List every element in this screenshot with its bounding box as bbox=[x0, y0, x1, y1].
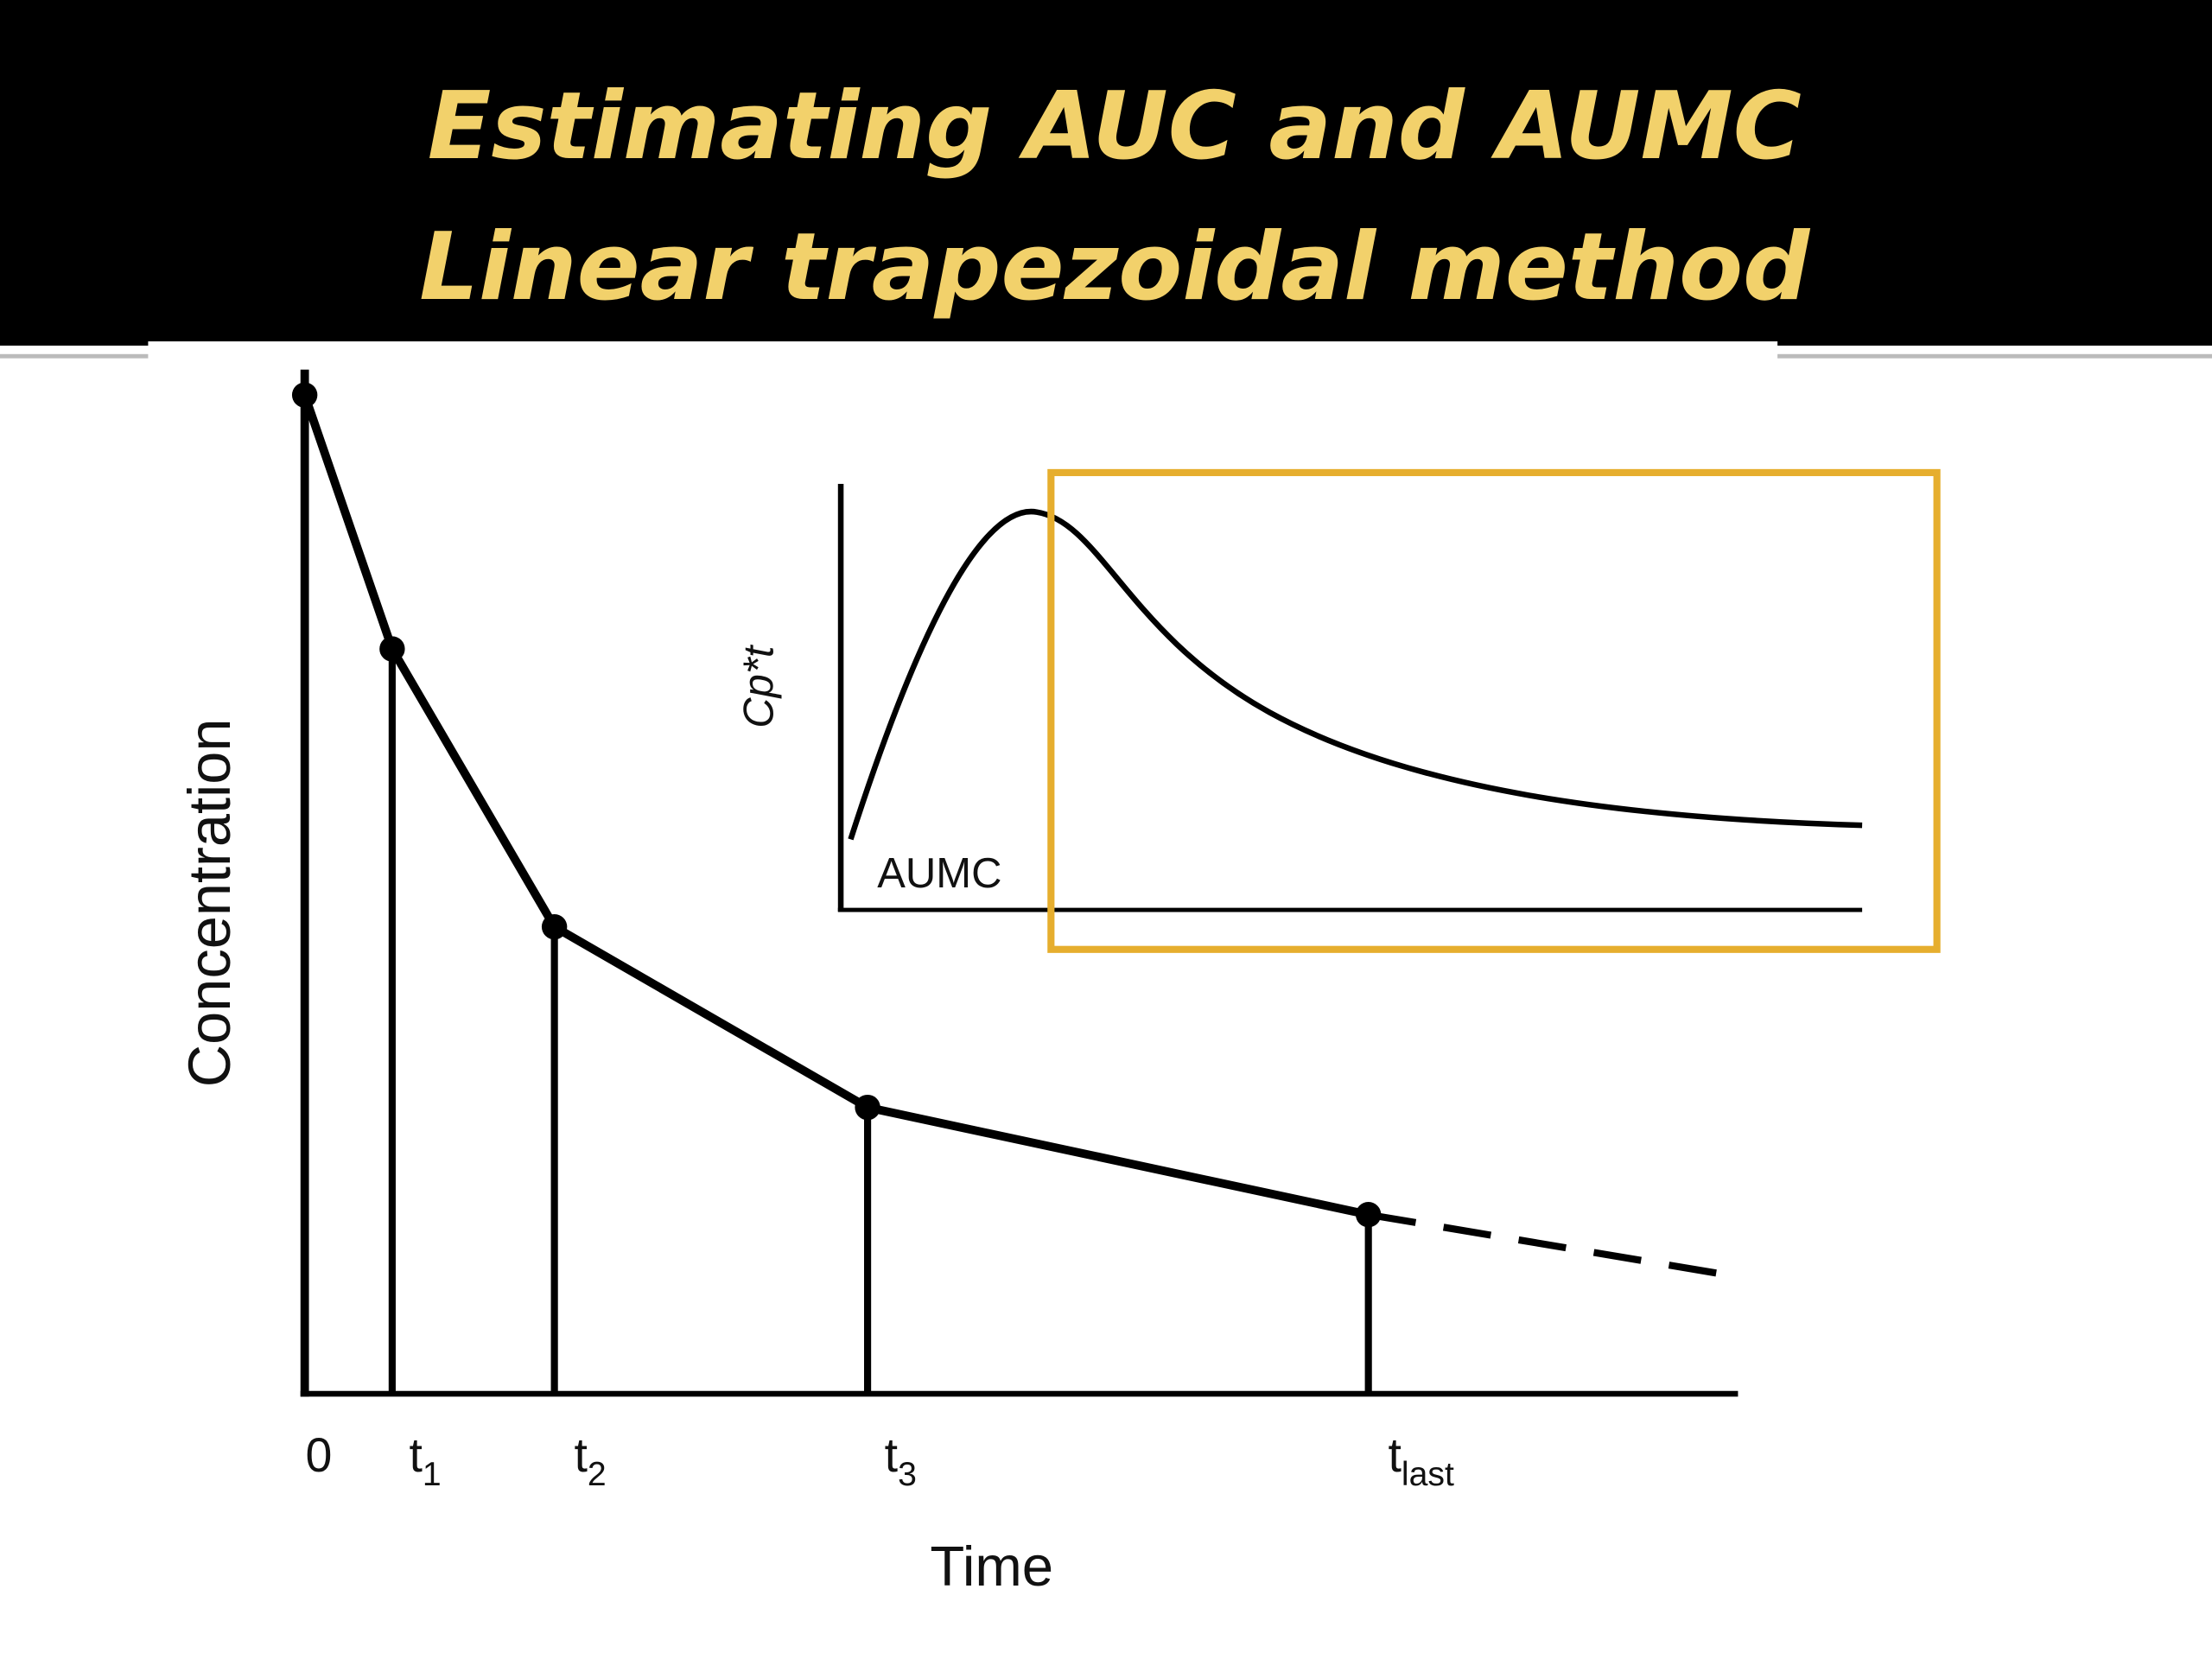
x-tick-label: t2 bbox=[574, 1428, 606, 1493]
y-axis-label: Concentration bbox=[176, 718, 243, 1087]
point bbox=[291, 382, 318, 408]
title-line: Linear trapezoidal method bbox=[419, 213, 1811, 321]
inset bbox=[837, 468, 1941, 953]
point bbox=[379, 636, 405, 662]
tick-base: t bbox=[409, 1428, 423, 1482]
figure-top bbox=[148, 341, 1778, 370]
x-tick-label: t3 bbox=[885, 1428, 917, 1493]
title-band bbox=[0, 0, 2212, 346]
curve bbox=[301, 393, 1370, 1219]
x-tick-label: t1 bbox=[409, 1428, 441, 1493]
tick-base: t bbox=[1389, 1428, 1402, 1482]
inset-curve bbox=[848, 508, 1863, 841]
point bbox=[541, 913, 568, 940]
extrapolation bbox=[1367, 1211, 1739, 1281]
tick-sub: 2 bbox=[588, 1456, 607, 1493]
main-plot bbox=[291, 369, 1739, 1397]
tick-base: t bbox=[574, 1428, 588, 1482]
highlight-box bbox=[1047, 468, 1941, 953]
tick-sub: 3 bbox=[898, 1456, 917, 1493]
title-line: Estimating AUC and AUMC bbox=[428, 73, 1802, 181]
tick-sub: last bbox=[1402, 1456, 1454, 1493]
x-tick-label: tlast bbox=[1389, 1428, 1454, 1493]
inset-label: AUMC bbox=[877, 850, 1001, 897]
x-tick-label: 0 bbox=[306, 1428, 333, 1482]
point bbox=[855, 1094, 880, 1121]
tick-sub: 1 bbox=[423, 1456, 442, 1493]
x-axis-label: Time bbox=[930, 1535, 1053, 1598]
tick-base: t bbox=[885, 1428, 899, 1482]
point bbox=[1355, 1202, 1382, 1228]
inset-y-label: Cp*t bbox=[736, 644, 783, 728]
